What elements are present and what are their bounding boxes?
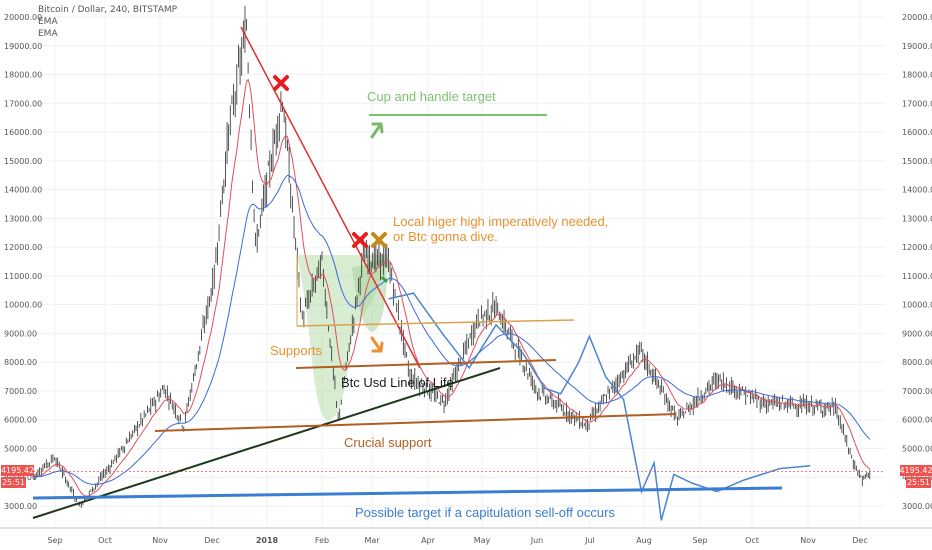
y-tick-label-left: 10000.00: [4, 301, 42, 310]
y-tick-label-left: 11000.00: [4, 272, 42, 281]
right-time-badge: 25:51: [907, 478, 930, 487]
y-tick-label-right: 8000.00: [902, 358, 932, 367]
y-tick-label-right: 3000.00: [902, 502, 932, 511]
right-price-badge: 4195.42: [899, 466, 932, 475]
y-tick-label-left: 12000.00: [4, 243, 42, 252]
ema-fast-line: [32, 78, 871, 497]
y-tick-label-right: 12000.00: [902, 243, 932, 252]
y-tick-label-right: 20000.00: [902, 13, 932, 22]
x-tick-label: Nov: [152, 536, 168, 545]
y-tick-label-left: 5000.00: [4, 444, 37, 453]
x-tick-label: May: [474, 536, 491, 545]
x-tick-label: Nov: [800, 536, 816, 545]
y-tick-label-right: 16000.00: [902, 128, 932, 137]
support-line-mid: [295, 359, 557, 369]
y-tick-label-right: 9000.00: [902, 329, 932, 338]
x-tick-label: Sep: [692, 536, 707, 545]
y-tick-label-right: 17000.00: [902, 99, 932, 108]
y-tick-label-left: 9000.00: [4, 329, 37, 338]
crucial-support-line: [154, 413, 677, 432]
capitulation-label: Possible target if a capitulation sell-o…: [355, 505, 615, 520]
y-tick-label-right: 18000.00: [902, 71, 932, 80]
supports-label: Supports: [270, 343, 323, 358]
y-tick-label-left: 6000.00: [4, 416, 37, 425]
price-series: [32, 5, 885, 521]
y-tick-label-right: 15000.00: [902, 157, 932, 166]
right-price-badge-bg: [900, 465, 932, 476]
y-tick-label-right: 19000.00: [902, 42, 932, 51]
line-of-life: [32, 367, 501, 519]
gold-x-icon: [371, 232, 387, 248]
local-high-label-1: Local higer high imperatively needed,: [393, 214, 608, 229]
ema-label-1: EMA: [38, 17, 58, 27]
annotation-foreground: Cup and handle target Local higer high im…: [32, 26, 783, 520]
x-tick-label: Sep: [47, 536, 62, 545]
y-tick-label-left: 19000.00: [4, 42, 42, 51]
annotation-background: [297, 255, 388, 420]
ema-label-2: EMA: [38, 29, 58, 39]
y-tick-label-right: 14000.00: [902, 186, 932, 195]
y-tick-label-right: 6000.00: [902, 416, 932, 425]
left-price-badge-bg: [1, 465, 34, 476]
y-tick-label-left: 14000.00: [4, 186, 42, 195]
y-tick-label-left: 20000.00: [4, 13, 42, 22]
y-tick-label-left: 16000.00: [4, 128, 42, 137]
y-tick-label-right: 11000.00: [902, 272, 932, 281]
x-tick-label: Oct: [745, 536, 759, 545]
x-tick-label: Jun: [530, 536, 544, 545]
handle-shape: [352, 258, 388, 332]
axes: 3000.003000.004000.004000.005000.005000.…: [0, 13, 932, 545]
support-line-upper: [296, 319, 575, 327]
y-tick-label-right: 5000.00: [902, 444, 932, 453]
crucial-support-label: Crucial support: [344, 435, 432, 450]
y-tick-label-left: 13000.00: [4, 214, 42, 223]
gridlines: [33, 0, 885, 528]
orange-down-arrow-icon: [370, 336, 384, 353]
chart-title: Bitcoin / Dollar, 240, BITSTAMP: [38, 5, 178, 15]
x-tick-label: Dec: [852, 536, 867, 545]
y-tick-label-left: 3000.00: [4, 502, 37, 511]
downtrend-line: [240, 26, 421, 369]
red-x-icon: [352, 232, 368, 248]
y-tick-label-right: 7000.00: [902, 387, 932, 396]
x-tick-label: Oct: [98, 536, 112, 545]
capitulation-line: [32, 486, 783, 500]
left-time-badge-bg: [1, 477, 26, 488]
green-up-arrow-icon: [370, 122, 384, 139]
y-tick-label-left: 8000.00: [4, 358, 37, 367]
red-x-icon: [273, 75, 289, 91]
ema-slow-line: [33, 174, 871, 485]
y-tick-label-left: 17000.00: [4, 99, 42, 108]
y-tick-label-left: 7000.00: [4, 387, 37, 396]
x-tick-label: Mar: [364, 536, 380, 545]
x-tick-label: Feb: [315, 536, 329, 545]
green-arrow-small-icon: [380, 275, 389, 284]
x-tick-label: Jul: [584, 536, 595, 545]
line-of-life-label: Btc Usd Line of Life: [341, 375, 454, 390]
y-tick-label-right: 13000.00: [902, 214, 932, 223]
x-tick-label: Dec: [204, 536, 219, 545]
left-time-badge: 25:51: [2, 478, 25, 487]
y-tick-label-right: 10000.00: [902, 301, 932, 310]
x-tick-label: 2018: [256, 536, 279, 545]
cup-target-label: Cup and handle target: [367, 89, 496, 104]
local-high-label-2: or Btc gonna dive.: [393, 229, 498, 244]
left-price-badge: 4195.42: [1, 466, 34, 475]
x-tick-label: Apr: [421, 536, 436, 545]
projection-line: [388, 292, 811, 521]
y-tick-label-left: 18000.00: [4, 71, 42, 80]
x-tick-label: Aug: [636, 536, 652, 545]
y-tick-label-left: 15000.00: [4, 157, 42, 166]
right-time-badge-bg: [906, 477, 931, 488]
